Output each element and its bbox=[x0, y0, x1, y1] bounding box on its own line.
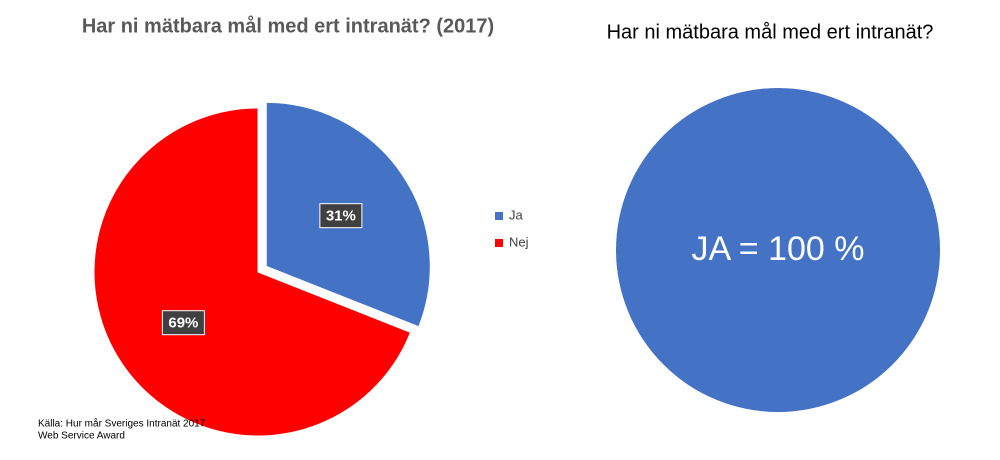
legend-label: Ja bbox=[509, 207, 524, 222]
data-label: JA = 100 % bbox=[692, 230, 865, 268]
source-note: Web Service Award bbox=[38, 431, 125, 442]
legend-swatch bbox=[495, 239, 503, 247]
label-box bbox=[319, 203, 363, 229]
data-label: 31% bbox=[326, 208, 356, 225]
pie-slice bbox=[616, 88, 940, 412]
legend-swatch bbox=[495, 212, 503, 220]
label-box bbox=[161, 310, 205, 336]
data-label: 69% bbox=[168, 315, 198, 332]
chart-title: Har ni mätbara mål med ert intranät? bbox=[607, 21, 934, 43]
chart-title: Har ni mätbara mål med ert intranät? (20… bbox=[82, 14, 494, 37]
legend-label: Nej bbox=[509, 234, 529, 249]
pie-slice bbox=[93, 107, 412, 437]
source-note: Källa: Hur mår Sveriges Intranät 2017 bbox=[38, 418, 206, 430]
